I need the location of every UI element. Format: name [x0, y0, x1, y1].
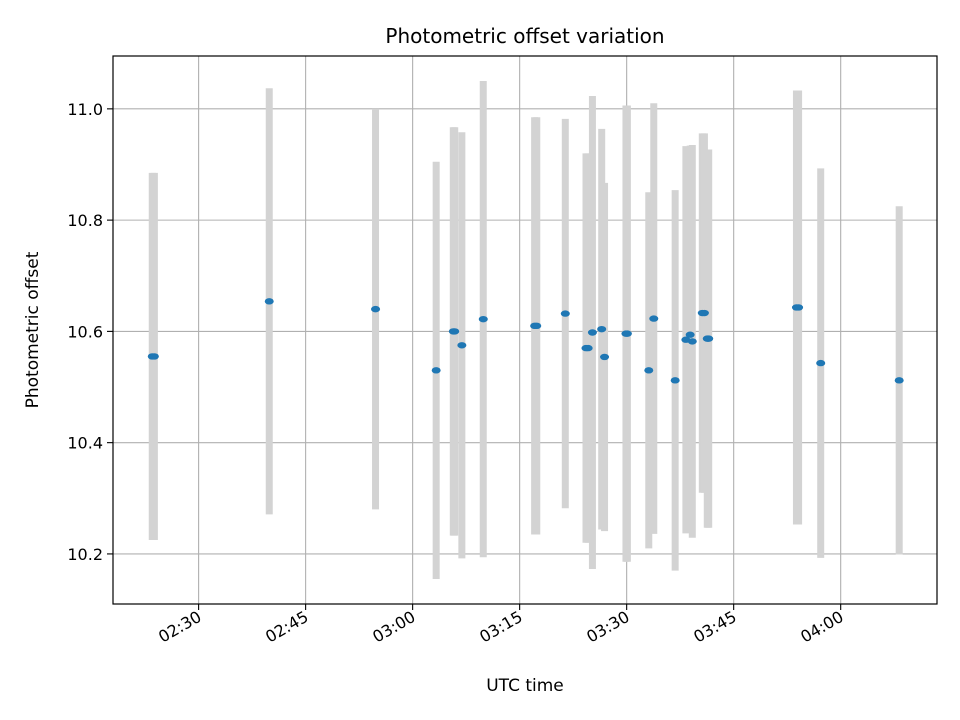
data-point — [685, 331, 695, 338]
data-points — [147, 298, 904, 384]
data-point — [687, 338, 697, 345]
data-point — [560, 310, 570, 317]
y-tick-label: 10.8 — [67, 211, 103, 230]
data-point — [149, 353, 159, 360]
data-point — [622, 330, 632, 337]
x-axis-label: UTC time — [486, 676, 564, 696]
data-point — [794, 304, 804, 311]
data-point — [478, 315, 488, 323]
data-point — [816, 359, 826, 367]
data-point — [371, 305, 381, 313]
data-point — [587, 329, 597, 336]
data-point — [649, 315, 659, 322]
data-point — [699, 309, 709, 317]
data-point — [264, 298, 274, 305]
data-point — [600, 353, 610, 361]
plot-frame — [112, 55, 938, 605]
chart-title: Photometric offset variation — [385, 24, 664, 48]
data-point — [704, 335, 714, 342]
data-point — [457, 342, 467, 349]
y-tick-label: 10.4 — [67, 434, 103, 453]
y-tick-label: 11.0 — [67, 100, 103, 119]
data-point — [583, 344, 593, 352]
y-axis-ticks: 10.2 10.4 10.6 10.8 11.0 — [67, 100, 113, 564]
data-point — [597, 325, 607, 333]
data-point — [450, 328, 460, 335]
data-point — [532, 322, 542, 330]
y-axis-label: Photometric offset — [23, 251, 43, 408]
data-point — [894, 377, 904, 384]
y-tick-label: 10.2 — [67, 545, 103, 564]
data-point — [431, 367, 441, 374]
data-point — [644, 367, 654, 374]
y-tick-label: 10.6 — [67, 322, 103, 341]
data-point — [670, 377, 680, 384]
